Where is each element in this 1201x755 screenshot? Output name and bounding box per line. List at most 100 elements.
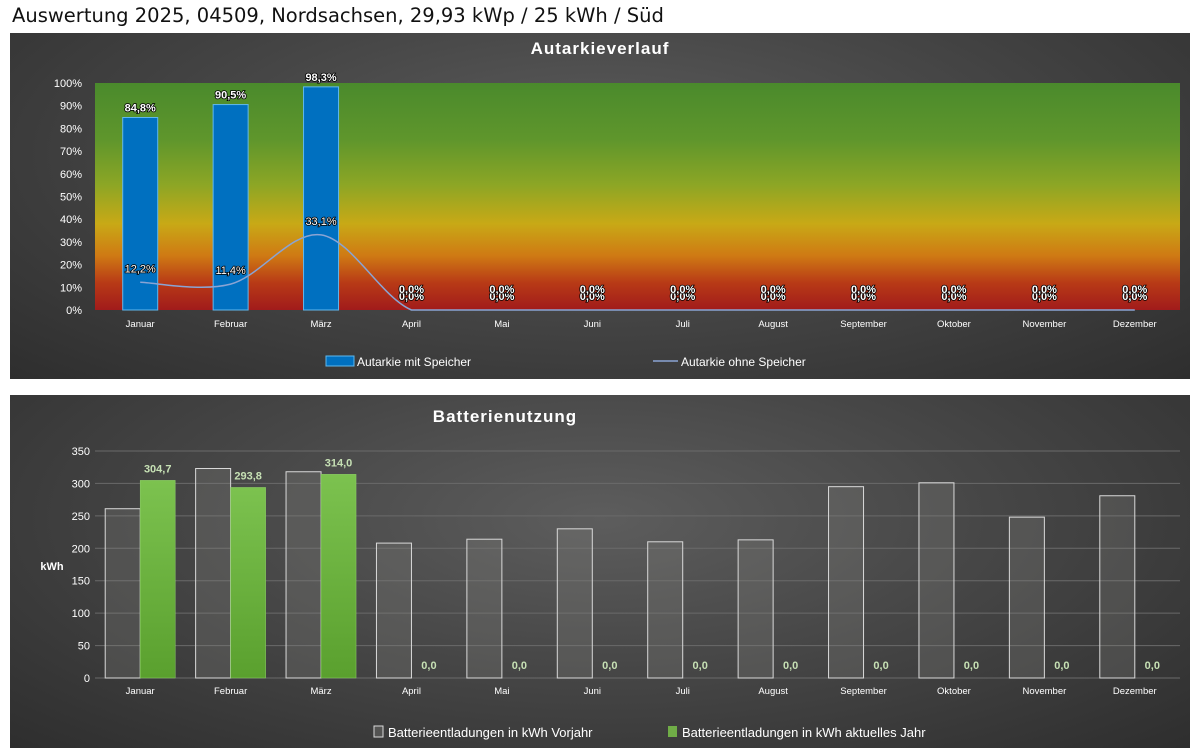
data-label-aktuelles-jahr: 314,0 <box>325 457 353 469</box>
y-tick-label: 0 <box>84 673 90 685</box>
x-tick-label: Juni <box>584 319 601 330</box>
x-tick-label: Dezember <box>1113 319 1157 330</box>
data-label-mit-speicher: 0,0% <box>851 291 876 303</box>
batterie-chart: Batterienutzung 0 50 100 150 200 250 300 350 kWh J… <box>40 407 1180 740</box>
data-label-aktuelles-jahr: 0,0 <box>964 660 979 672</box>
bar-vorjahr <box>466 538 503 679</box>
data-label-ohne-speicher: 0,0% <box>1032 284 1057 296</box>
autarkie-chart-panel: Autarkieverlauf 0% 10% 20% 30% 40% 50% 60% 70% 80… <box>10 33 1190 379</box>
legend-swatch-aktuelles-jahr <box>668 726 677 737</box>
data-label-aktuelles-jahr: 0,0 <box>512 660 527 672</box>
y-tick-label: 70% <box>60 146 82 158</box>
bar-autarkie-mit-speicher <box>303 86 340 311</box>
data-label-aktuelles-jahr: 0,0 <box>1054 660 1069 672</box>
y-tick-label: 250 <box>72 511 90 523</box>
legend-swatch-mit-speicher <box>325 355 355 367</box>
legend-label-ohne-speicher: Autarkie ohne Speicher <box>681 355 806 369</box>
bar-vorjahr <box>1008 516 1045 679</box>
data-label-ohne-speicher: 0,0% <box>761 284 786 296</box>
y-tick-label: 0% <box>66 305 82 317</box>
data-label-ohne-speicher: 0,0% <box>580 284 605 296</box>
data-label-mit-speicher: 0,0% <box>761 291 786 303</box>
y-tick-label: 20% <box>60 260 82 272</box>
data-label-aktuelles-jahr: 304,7 <box>144 463 172 475</box>
x-tick-label: Oktober <box>937 686 971 697</box>
bar-aktuelles-jahr <box>320 474 357 679</box>
data-label-aktuelles-jahr: 293,8 <box>234 470 262 482</box>
y-tick-label: 60% <box>60 169 82 181</box>
y-tick-label: 10% <box>60 282 82 294</box>
x-tick-label: Februar <box>214 686 247 697</box>
data-label-mit-speicher: 0,0% <box>670 291 695 303</box>
chart-title: Autarkieverlauf <box>531 39 670 58</box>
x-tick-label: August <box>758 319 788 330</box>
legend-label-mit-speicher: Autarkie mit Speicher <box>357 355 471 369</box>
batterie-chart-panel: Batterienutzung 0 50 100 150 200 250 300 350 kWh J… <box>10 395 1190 748</box>
x-tick-label: Januar <box>126 319 155 330</box>
bar-vorjahr <box>195 468 232 679</box>
x-tick-label: Oktober <box>937 319 971 330</box>
legend-swatch-vorjahr <box>373 725 384 738</box>
data-label-mit-speicher: 0,0% <box>1032 291 1057 303</box>
data-label-ohne-speicher: 12,2% <box>125 263 156 275</box>
data-label-ohne-speicher: 0,0% <box>399 284 424 296</box>
data-label-mit-speicher: 90,5% <box>215 90 246 102</box>
bar-autarkie-mit-speicher <box>212 104 249 311</box>
bar-vorjahr <box>1099 495 1136 679</box>
data-label-ohne-speicher: 0,0% <box>941 284 966 296</box>
data-label-ohne-speicher: 0,0% <box>1122 284 1147 296</box>
data-label-aktuelles-jahr: 0,0 <box>783 660 798 672</box>
bar-vorjahr <box>104 508 141 679</box>
x-tick-label: Juli <box>676 686 690 697</box>
y-tick-label: 300 <box>72 478 90 490</box>
y-tick-label: 50 <box>78 641 90 653</box>
data-label-aktuelles-jahr: 0,0 <box>693 660 708 672</box>
data-label-aktuelles-jahr: 0,0 <box>1145 660 1160 672</box>
x-tick-label: April <box>402 686 421 697</box>
y-tick-label: 150 <box>72 576 90 588</box>
x-tick-label: Mai <box>494 686 509 697</box>
x-tick-label: März <box>310 319 331 330</box>
x-tick-label: September <box>840 686 886 697</box>
data-label-mit-speicher: 0,0% <box>489 291 514 303</box>
y-tick-label: 90% <box>60 101 82 113</box>
chart-title: Batterienutzung <box>433 407 577 426</box>
y-tick-label: 50% <box>60 192 82 204</box>
legend-label-vorjahr: Batterieentladungen in kWh Vorjahr <box>388 725 593 740</box>
bar-aktuelles-jahr <box>230 487 266 679</box>
x-tick-label: November <box>1022 319 1066 330</box>
bar-vorjahr <box>647 541 684 679</box>
data-label-ohne-speicher: 11,4% <box>215 265 246 277</box>
data-label-aktuelles-jahr: 0,0 <box>602 660 617 672</box>
data-label-mit-speicher: 0,0% <box>1122 291 1147 303</box>
x-tick-label: Juli <box>676 319 690 330</box>
x-tick-label: Februar <box>214 319 247 330</box>
page-title: Auswertung 2025, 04509, Nordsachsen, 29,… <box>12 4 664 27</box>
bar-vorjahr <box>285 471 322 679</box>
y-tick-label: 350 <box>72 446 90 458</box>
x-tick-label: November <box>1022 686 1066 697</box>
bar-vorjahr <box>737 539 774 679</box>
bar-vorjahr <box>918 482 955 679</box>
x-tick-label: Juni <box>584 686 601 697</box>
data-label-ohne-speicher: 33,1% <box>305 216 336 228</box>
data-label-mit-speicher: 0,0% <box>580 291 605 303</box>
data-label-ohne-speicher: 0,0% <box>670 284 695 296</box>
x-tick-label: August <box>758 686 788 697</box>
y-tick-label: 40% <box>60 214 82 226</box>
bar-vorjahr <box>556 528 593 679</box>
y-axis-label: kWh <box>40 561 64 573</box>
autarkie-chart: Autarkieverlauf 0% 10% 20% 30% 40% 50% 60% 70% 80… <box>54 39 1180 369</box>
bar-vorjahr <box>375 542 412 679</box>
x-tick-label: September <box>840 319 886 330</box>
data-label-ohne-speicher: 0,0% <box>489 284 514 296</box>
data-label-mit-speicher: 84,8% <box>125 103 156 115</box>
bar-aktuelles-jahr <box>139 480 176 679</box>
data-label-mit-speicher: 0,0% <box>941 291 966 303</box>
data-label-mit-speicher: 0,0% <box>399 291 424 303</box>
x-tick-label: April <box>402 319 421 330</box>
line-autarkie-ohne-speicher <box>140 234 1135 311</box>
bar-autarkie-mit-speicher <box>122 117 159 311</box>
x-tick-label: Mai <box>494 319 509 330</box>
y-tick-label: 200 <box>72 543 90 555</box>
